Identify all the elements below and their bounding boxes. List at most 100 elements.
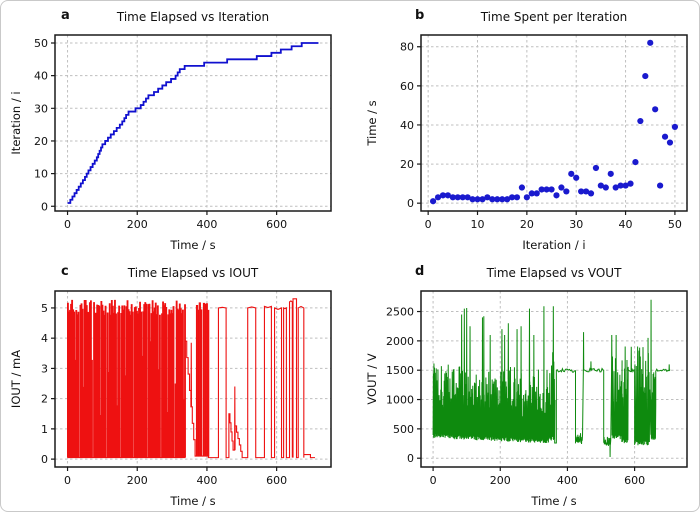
- scatter-point: [627, 180, 634, 187]
- axes-frame: [420, 34, 688, 212]
- chart-canvas-a: 0 200 400 600 0 10 20 30 40 50: [34, 34, 332, 231]
- scatter-point: [508, 194, 516, 201]
- scatter-point: [587, 190, 595, 197]
- scatter-point: [607, 170, 614, 177]
- scatter-point: [538, 186, 545, 193]
- scatter-point: [657, 182, 664, 189]
- line-series-a: [67, 42, 319, 204]
- scatter-point: [632, 159, 639, 166]
- x-tick-label: 50: [668, 218, 682, 231]
- panel-letter-a: a: [61, 8, 70, 23]
- scatter-point: [454, 194, 461, 201]
- y-tick-label: 50: [34, 37, 48, 50]
- x-tick-label: 600: [624, 474, 645, 487]
- scatter-point: [647, 39, 654, 46]
- y-tick-label: 3: [41, 362, 48, 375]
- y-tick-label: 0: [41, 200, 48, 213]
- y-tick-label: 2000: [386, 335, 414, 348]
- scatter-point: [568, 170, 575, 177]
- chart-canvas-b: 0 10 20 30 40 50 0 20 40 60 80: [400, 34, 688, 231]
- scatter-point: [563, 188, 570, 195]
- y-tick-label: 0: [407, 197, 414, 210]
- y-tick-label: 20: [34, 135, 48, 148]
- scatter-point: [444, 192, 451, 199]
- x-tick-label: 40: [619, 218, 633, 231]
- y-tick-label: 5: [41, 302, 48, 315]
- y-tick-label: 80: [400, 41, 414, 54]
- y-tick-label: 10: [34, 168, 48, 181]
- scatter-point: [652, 106, 659, 113]
- scatter-point: [671, 123, 679, 131]
- x-tick-label: 10: [471, 218, 485, 231]
- y-tick-label: 60: [400, 80, 414, 93]
- scatter-point: [597, 182, 604, 189]
- x-tick-label: 200: [490, 474, 511, 487]
- x-tick-label: 400: [196, 474, 217, 487]
- x-tick-label: 0: [64, 474, 71, 487]
- panel-d: 0 200 400 600 0 500 1000 1500 2000 2500 d Time El…: [351, 257, 699, 511]
- scatter-point: [459, 194, 466, 201]
- chart-title-a: Time Elapsed vs Iteration: [116, 10, 270, 24]
- scatter-point: [578, 188, 585, 195]
- y-tick-label: 1000: [386, 394, 414, 407]
- panel-letter-d: d: [415, 264, 425, 279]
- scatter-point: [513, 194, 521, 201]
- scatter-point: [642, 72, 649, 80]
- panel-a: 0 200 400 600 0 10 20 30 40 50 a Time Elapsed vs …: [1, 1, 351, 257]
- scatter-point: [637, 117, 644, 125]
- y-tick-label: 40: [34, 70, 48, 83]
- x-tick-label: 600: [266, 218, 287, 231]
- scatter-point: [573, 174, 580, 181]
- chart-title-b: Time Spent per Iteration: [480, 10, 628, 24]
- y-axis-label-b: Time / s: [365, 100, 379, 146]
- y-axis-label-a: Iteration / i: [9, 91, 23, 155]
- scatter-point: [661, 133, 669, 140]
- y-tick-label: 0: [41, 453, 48, 466]
- x-tick-label: 600: [266, 474, 287, 487]
- chart-canvas-c: 0 200 400 600 0 1 2 3 4 5: [41, 290, 332, 487]
- scatter-point: [489, 196, 496, 203]
- chart-canvas-d: 0 200 400 600 0 500 1000 1500 2000 2500: [386, 290, 688, 487]
- y-tick-label: 4: [41, 332, 48, 345]
- x-tick-label: 400: [196, 218, 217, 231]
- scatter-point: [528, 190, 535, 197]
- panel-c: 0 200 400 600 0 1 2 3 4 5 c Time Elapsed vs IOUT …: [1, 257, 351, 511]
- axes-frame: [54, 290, 332, 468]
- scatter-point: [439, 192, 447, 199]
- y-tick-label: 40: [400, 119, 414, 132]
- scatter-point: [469, 196, 476, 203]
- scatter-point: [464, 194, 471, 201]
- scatter-point: [622, 182, 629, 189]
- y-axis-label-d: VOUT / V: [365, 353, 379, 405]
- x-axis-label-a: Time / s: [170, 238, 216, 252]
- scatter-point: [548, 186, 555, 193]
- x-tick-label: 400: [557, 474, 578, 487]
- scatter-point: [592, 164, 600, 172]
- line-series-d: [432, 299, 671, 458]
- scatter-point: [666, 139, 674, 146]
- scatter-point: [553, 192, 560, 199]
- y-tick-label: 500: [393, 423, 414, 436]
- scatter-point: [504, 196, 511, 203]
- x-tick-label: 0: [425, 218, 432, 231]
- chart-title-d: Time Elapsed vs VOUT: [486, 266, 622, 280]
- y-tick-label: 2: [41, 393, 48, 406]
- scatter-point: [543, 186, 550, 193]
- y-axis-label-c: IOUT / mA: [9, 349, 23, 409]
- scatter-point: [612, 184, 619, 191]
- x-tick-label: 0: [64, 218, 71, 231]
- scatter-point: [558, 184, 565, 191]
- scatter-point: [484, 194, 491, 201]
- scatter-point: [479, 196, 486, 203]
- axes-frame: [54, 34, 332, 212]
- y-tick-label: 0: [407, 452, 414, 465]
- y-tick-label: 30: [34, 102, 48, 115]
- x-tick-label: 200: [127, 218, 148, 231]
- scatter-point: [449, 194, 456, 201]
- y-tick-label: 20: [400, 158, 414, 171]
- scatter-point: [602, 184, 609, 191]
- scatter-point: [434, 194, 442, 201]
- panel-b: 0 10 20 30 40 50 0 20 40 60 80 b Time Spent per It…: [351, 1, 699, 257]
- scatter-point: [523, 194, 530, 201]
- panel-letter-b: b: [415, 8, 425, 23]
